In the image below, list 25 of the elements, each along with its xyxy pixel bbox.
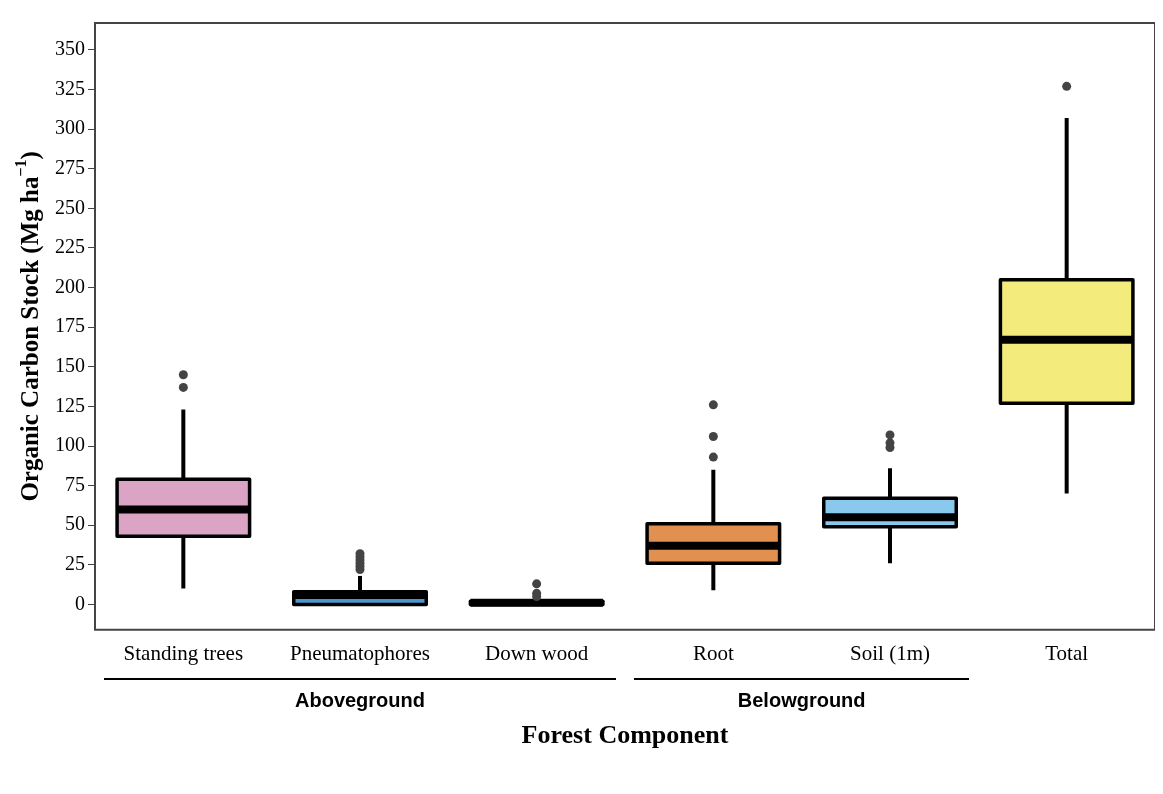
y-tick-label: 0: [75, 591, 85, 614]
y-tick-label: 350: [55, 37, 85, 60]
x-axis-title: Forest Component: [521, 719, 729, 749]
x-tick-label: Soil (1m): [850, 640, 930, 665]
y-tick-label: 325: [55, 76, 85, 99]
x-tick-label: Down wood: [485, 640, 589, 665]
y-tick-label: 250: [55, 195, 85, 218]
x-tick-label: Root: [692, 640, 734, 665]
y-tick-label: 200: [55, 274, 85, 297]
text: Belowground: [737, 689, 866, 712]
x-tick-label: Total: [1045, 640, 1089, 665]
y-tick-label: 175: [55, 314, 85, 337]
y-tick-label: 275: [55, 156, 85, 179]
y-tick-label: 100: [55, 433, 85, 456]
x-tick-label: Pneumatophores: [290, 640, 430, 665]
y-tick-label: 25: [65, 552, 85, 575]
x-tick-label: Standing trees: [123, 640, 244, 665]
text: Aboveground: [295, 689, 425, 712]
y-tick-label: 75: [65, 472, 85, 495]
y-tick-label: 150: [55, 354, 85, 377]
y-tick-label: 50: [65, 512, 85, 535]
y-tick-label: 225: [55, 235, 85, 258]
y-tick-label: 125: [55, 393, 85, 416]
y-axis-title: Organic Carbon Stock (Mg ha−1): [12, 151, 45, 502]
y-tick-label: 300: [55, 116, 85, 139]
